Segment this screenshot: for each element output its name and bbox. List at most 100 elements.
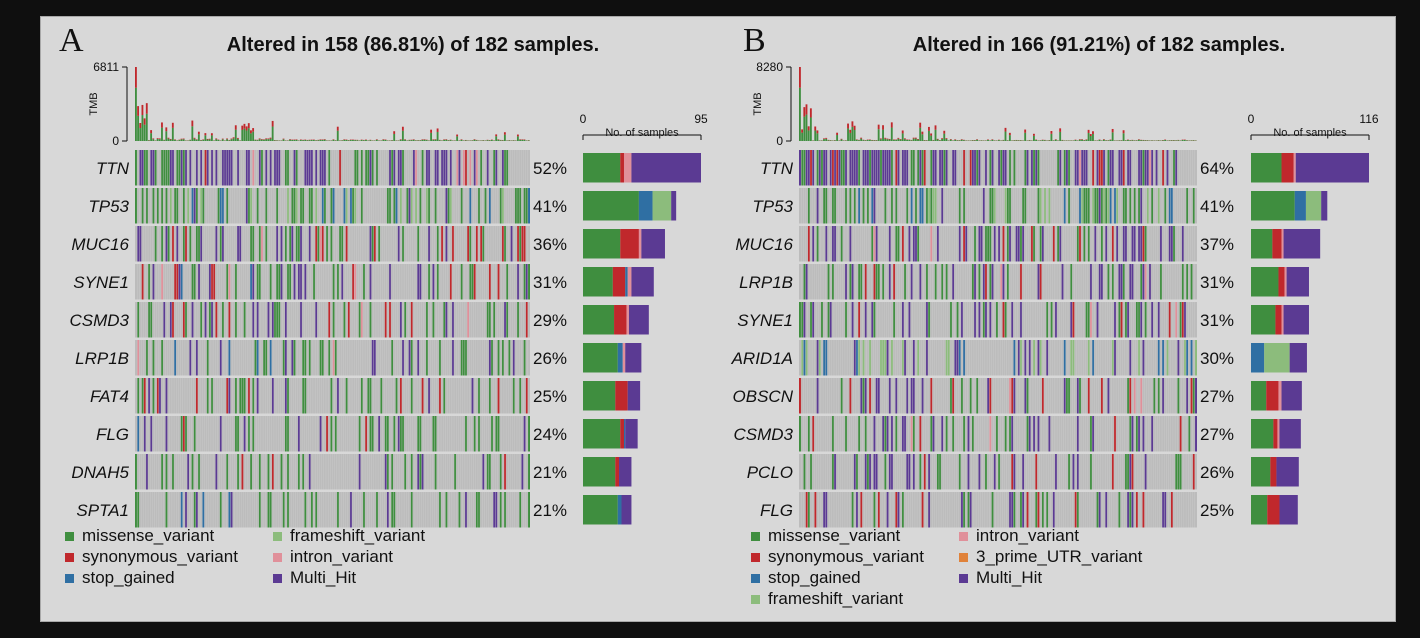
mutation-cell-synonymous_variant — [849, 378, 852, 414]
tmb-bar-other — [930, 133, 933, 136]
mutation-cell-synonymous_variant — [868, 378, 872, 414]
tmb-bar-missense — [369, 140, 372, 141]
mutation-cell-missense_variant — [378, 226, 381, 262]
mutation-cell-Multi_Hit — [1037, 340, 1040, 376]
gene-percent: 24% — [533, 425, 567, 444]
mutation-cell-missense_variant — [921, 150, 924, 186]
mutation-cell-stop_gained — [269, 340, 272, 376]
tmb-bar-other — [960, 139, 963, 140]
mutation-cell-missense_variant — [820, 150, 824, 186]
tmb-bar-missense — [976, 139, 978, 141]
mutation-cell-stop_gained — [871, 188, 874, 224]
mutation-cell-Multi_Hit — [984, 302, 988, 338]
tmb-bar-missense — [161, 127, 163, 141]
mutation-cell-missense_variant — [315, 492, 318, 528]
mutation-cell-Multi_Hit — [1089, 264, 1093, 300]
mutation-cell-Multi_Hit — [501, 150, 504, 186]
gene-percent: 36% — [533, 235, 567, 254]
mutation-cell-synonymous_variant — [339, 150, 342, 186]
mutation-cell-synonymous_variant — [525, 302, 528, 338]
mutation-cell-Multi_Hit — [310, 150, 313, 186]
tmb-bar-missense — [1059, 131, 1062, 141]
mutation-cell-missense_variant — [148, 264, 151, 300]
tmb-bar-missense — [814, 130, 817, 141]
mutation-cell-missense_variant — [1137, 302, 1141, 338]
side-bar-segment-Multi_Hit — [1286, 267, 1309, 297]
tmb-bar-missense — [1054, 139, 1057, 141]
mutation-cell-Multi_Hit — [875, 378, 878, 414]
mutation-cell-missense_variant — [443, 378, 446, 414]
mutation-cell-missense_variant — [237, 454, 240, 490]
mutation-cell-Multi_Hit — [1140, 226, 1143, 262]
mutation-cell-Multi_Hit — [525, 264, 528, 300]
mutation-cell-missense_variant — [1151, 188, 1154, 224]
mutation-cell-Multi_Hit — [401, 340, 405, 376]
mutation-cell-missense_variant — [473, 416, 476, 452]
mutation-cell-missense_variant — [897, 226, 900, 262]
tmb-bar-missense — [1177, 140, 1180, 141]
tmb-bar-missense — [174, 139, 176, 141]
tmb-bar-missense — [460, 139, 463, 141]
mutation-cell-missense_variant — [989, 226, 992, 262]
mutation-cell-Multi_Hit — [941, 150, 944, 186]
mutation-cell-frameshift_variant — [801, 340, 804, 376]
mutation-cell-Multi_Hit — [1096, 150, 1099, 186]
mutation-cell-Multi_Hit — [169, 150, 172, 186]
mutation-cell-missense_variant — [367, 378, 370, 414]
tmb-bar-missense — [497, 139, 500, 141]
tmb-bar-missense — [165, 131, 168, 141]
mutation-cell-Multi_Hit — [228, 378, 231, 414]
mutation-cell-missense_variant — [508, 340, 511, 376]
mutation-cell-missense_variant — [434, 416, 437, 452]
mutation-cell-Multi_Hit — [315, 302, 318, 338]
mutation-cell-frameshift_variant — [169, 188, 172, 224]
mutation-cell-missense_variant — [258, 454, 261, 490]
mutation-cell-missense_variant — [1096, 188, 1099, 224]
mutation-cell-frameshift_variant — [1039, 188, 1042, 224]
mutation-cell-missense_variant — [334, 340, 337, 376]
side-bar-segment-missense_variant — [583, 381, 616, 411]
mutation-cell-missense_variant — [501, 340, 504, 376]
mutation-cell-Multi_Hit — [169, 302, 172, 338]
mutation-cell-missense_variant — [477, 492, 481, 528]
mutation-cell-missense_variant — [825, 188, 828, 224]
mutation-cell-stop_gained — [1162, 340, 1165, 376]
tmb-bar-other — [171, 122, 174, 128]
tmb-bar-other — [809, 108, 812, 118]
mutation-cell-Multi_Hit — [888, 264, 891, 300]
tmb-bar-missense — [1089, 136, 1092, 141]
mutation-cell-Multi_Hit — [805, 150, 808, 186]
mutation-cell-missense_variant — [176, 150, 179, 186]
mutation-cell-missense_variant — [488, 454, 491, 490]
side-bar-segment-Multi_Hit — [625, 419, 638, 449]
mutation-cell-stop_gained — [1168, 188, 1171, 224]
tmb-bar-other — [503, 132, 506, 135]
tmb-bar-missense — [304, 139, 307, 141]
mutation-cell-Multi_Hit — [901, 302, 904, 338]
mutation-cell-missense_variant — [184, 416, 188, 452]
mutation-cell-frameshift_variant — [932, 188, 935, 224]
mutation-cell-synonymous_variant — [1087, 378, 1090, 414]
mutation-cell-missense_variant — [833, 188, 837, 224]
mutation-cell-Multi_Hit — [245, 150, 248, 186]
mutation-cell-missense_variant — [289, 264, 292, 300]
mutation-cell-Multi_Hit — [280, 226, 283, 262]
tmb-bar-other — [430, 129, 433, 133]
tmb-bar-missense — [449, 140, 452, 141]
tmb-bar-missense — [1035, 139, 1038, 141]
side-bar-segment-intron_variant — [622, 343, 626, 373]
mutation-cell-synonymous_variant — [1002, 226, 1005, 262]
mutation-cell-Multi_Hit — [851, 264, 854, 300]
mutation-cell-stop_gained — [469, 188, 472, 224]
figure-canvas: A Altered in 158 (86.81%) of 182 samples.… — [59, 22, 1379, 608]
mutation-cell-missense_variant — [319, 340, 322, 376]
tmb-bar-missense — [271, 126, 274, 141]
mutation-cell-synonymous_variant — [141, 264, 144, 300]
mutation-cell-Multi_Hit — [1151, 150, 1154, 186]
tmb-bar-missense — [490, 140, 493, 141]
mutation-cell-Multi_Hit — [441, 150, 444, 186]
tmb-bar-missense — [516, 136, 519, 141]
side-bar-segment-synonymous_variant — [614, 305, 627, 335]
mutation-cell-Multi_Hit — [908, 302, 911, 338]
mutation-cell-Multi_Hit — [193, 188, 196, 224]
